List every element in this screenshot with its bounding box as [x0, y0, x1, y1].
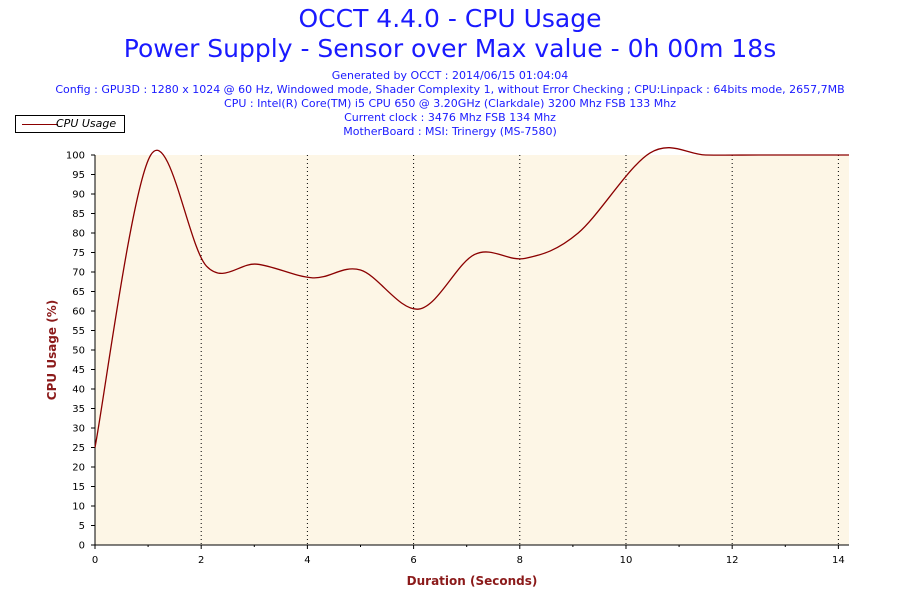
y-tick-label-90: 90	[72, 190, 85, 201]
info-line-motherboard: MotherBoard : MSI: Trinergy (MS-7580)	[343, 125, 557, 138]
x-tick-label-2: 2	[198, 555, 204, 566]
y-tick-label-10: 10	[72, 502, 85, 513]
y-tick-label-40: 40	[72, 385, 85, 396]
y-tick-label-70: 70	[72, 268, 85, 279]
legend-swatch	[22, 124, 58, 125]
x-tick-label-6: 6	[410, 555, 416, 566]
info-line-generated: Generated by OCCT : 2014/06/15 01:04:04	[331, 69, 569, 82]
y-tick-label-20: 20	[72, 463, 85, 474]
y-tick-label-15: 15	[72, 482, 85, 493]
info-line-cpu: CPU : Intel(R) Core(TM) i5 CPU 650 @ 3.2…	[224, 97, 676, 110]
x-tick-label-0: 0	[92, 555, 98, 566]
y-tick-label-35: 35	[72, 404, 85, 415]
chart-subtitle: Power Supply - Sensor over Max value - 0…	[123, 34, 777, 63]
y-tick-label-65: 65	[72, 287, 85, 298]
x-tick-label-8: 8	[517, 555, 523, 566]
info-line-clock: Current clock : 3476 Mhz FSB 134 Mhz	[344, 111, 556, 124]
y-tick-label-0: 0	[79, 541, 85, 552]
x-tick-label-10: 10	[620, 555, 633, 566]
y-tick-label-25: 25	[72, 443, 85, 454]
y-axis-label: CPU Usage (%)	[45, 300, 59, 400]
y-tick-label-100: 100	[66, 151, 85, 162]
y-tick-label-85: 85	[72, 209, 85, 220]
y-tick-label-80: 80	[72, 229, 85, 240]
legend-label: CPU Usage	[56, 117, 117, 130]
series-line-cpu-usage	[94, 147, 849, 448]
plot-area	[95, 155, 849, 545]
info-line-config: Config : GPU3D : 1280 x 1024 @ 60 Hz, Wi…	[55, 83, 845, 96]
x-tick-label-4: 4	[304, 555, 310, 566]
y-tick-label-5: 5	[79, 521, 85, 532]
x-axis-label: Duration (Seconds)	[407, 574, 538, 588]
y-tick-label-75: 75	[72, 248, 85, 259]
x-tick-label-14: 14	[832, 555, 845, 566]
chart-legend: CPU Usage	[15, 115, 125, 133]
y-tick-label-55: 55	[72, 326, 85, 337]
chart-title: OCCT 4.4.0 - CPU Usage	[298, 4, 602, 33]
y-tick-label-60: 60	[72, 307, 85, 318]
y-tick-label-45: 45	[72, 365, 85, 376]
y-tick-label-95: 95	[72, 170, 85, 181]
y-tick-label-30: 30	[72, 424, 85, 435]
x-tick-label-12: 12	[726, 555, 739, 566]
grid-lines	[200, 155, 839, 545]
y-tick-label-50: 50	[72, 346, 85, 357]
series-layer	[94, 147, 849, 448]
tick-marks: 0 2 4 6 8 10 12 14 0 5 10 15 20 25 30 35 40 45 50 55 60 65 70 7…	[66, 151, 845, 567]
